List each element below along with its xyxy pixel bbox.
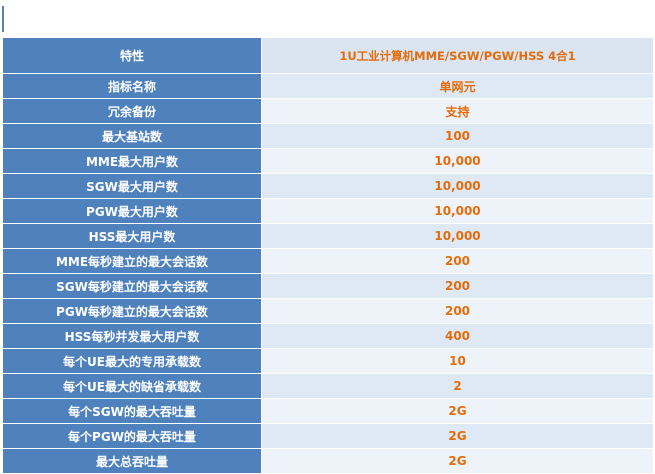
table-row: HSS最大用户数 10,000 xyxy=(2,223,654,249)
row-label: HSS最大用户数 xyxy=(2,223,262,249)
row-label: SGW最大用户数 xyxy=(2,173,262,199)
table-row: 指标名称 单网元 xyxy=(2,73,654,99)
row-label: 最大总吞吐量 xyxy=(2,448,262,474)
table-row: 最大总吞吐量 2G xyxy=(2,448,654,474)
row-value: 2 xyxy=(261,373,654,399)
row-label: MME每秒建立的最大会话数 xyxy=(2,248,262,274)
row-label: MME最大用户数 xyxy=(2,148,262,174)
row-label: 每个PGW的最大吞吐量 xyxy=(2,423,262,449)
row-value: 单网元 xyxy=(261,73,654,99)
row-label: PGW最大用户数 xyxy=(2,198,262,224)
row-value: 10,000 xyxy=(261,223,654,249)
row-label: 每个UE最大的缺省承载数 xyxy=(2,373,262,399)
row-label: PGW每秒建立的最大会话数 xyxy=(2,298,262,324)
top-bar xyxy=(0,0,655,36)
table-row: SGW最大用户数 10,000 xyxy=(2,173,654,199)
title-accent-line xyxy=(2,6,4,32)
row-value: 支持 xyxy=(261,98,654,124)
row-value: 10,000 xyxy=(261,198,654,224)
row-label: 每个UE最大的专用承载数 xyxy=(2,348,262,374)
row-value: 10,000 xyxy=(261,173,654,199)
table-row: 冗余备份 支持 xyxy=(2,98,654,124)
row-label: HSS每秒并发最大用户数 xyxy=(2,323,262,349)
header-label-cell: 特性 xyxy=(2,37,262,74)
table-row: MME最大用户数 10,000 xyxy=(2,148,654,174)
row-label: 指标名称 xyxy=(2,73,262,99)
row-value: 10 xyxy=(261,348,654,374)
row-label: 最大基站数 xyxy=(2,123,262,149)
table-header-row: 特性 1U工业计算机MME/SGW/PGW/HSS 4合1 xyxy=(2,37,654,74)
header-value-cell: 1U工业计算机MME/SGW/PGW/HSS 4合1 xyxy=(261,37,654,74)
spec-table: 特性 1U工业计算机MME/SGW/PGW/HSS 4合1 指标名称 单网元 冗… xyxy=(2,37,654,474)
row-label: 每个SGW的最大吞吐量 xyxy=(2,398,262,424)
table-row: 每个PGW的最大吞吐量 2G xyxy=(2,423,654,449)
spec-table-body: 特性 1U工业计算机MME/SGW/PGW/HSS 4合1 指标名称 单网元 冗… xyxy=(2,37,654,474)
row-value: 2G xyxy=(261,448,654,474)
table-row: 最大基站数 100 xyxy=(2,123,654,149)
table-row: 每个UE最大的专用承载数 10 xyxy=(2,348,654,374)
row-value: 100 xyxy=(261,123,654,149)
row-value: 10,000 xyxy=(261,148,654,174)
table-row: PGW最大用户数 10,000 xyxy=(2,198,654,224)
table-row: SGW每秒建立的最大会话数 200 xyxy=(2,273,654,299)
table-row: HSS每秒并发最大用户数 400 xyxy=(2,323,654,349)
row-value: 200 xyxy=(261,298,654,324)
table-row: 每个UE最大的缺省承载数 2 xyxy=(2,373,654,399)
row-value: 400 xyxy=(261,323,654,349)
table-row: PGW每秒建立的最大会话数 200 xyxy=(2,298,654,324)
row-value: 2G xyxy=(261,423,654,449)
row-label: 冗余备份 xyxy=(2,98,262,124)
row-value: 200 xyxy=(261,248,654,274)
table-row: MME每秒建立的最大会话数 200 xyxy=(2,248,654,274)
row-value: 2G xyxy=(261,398,654,424)
row-value: 200 xyxy=(261,273,654,299)
row-label: SGW每秒建立的最大会话数 xyxy=(2,273,262,299)
table-row: 每个SGW的最大吞吐量 2G xyxy=(2,398,654,424)
